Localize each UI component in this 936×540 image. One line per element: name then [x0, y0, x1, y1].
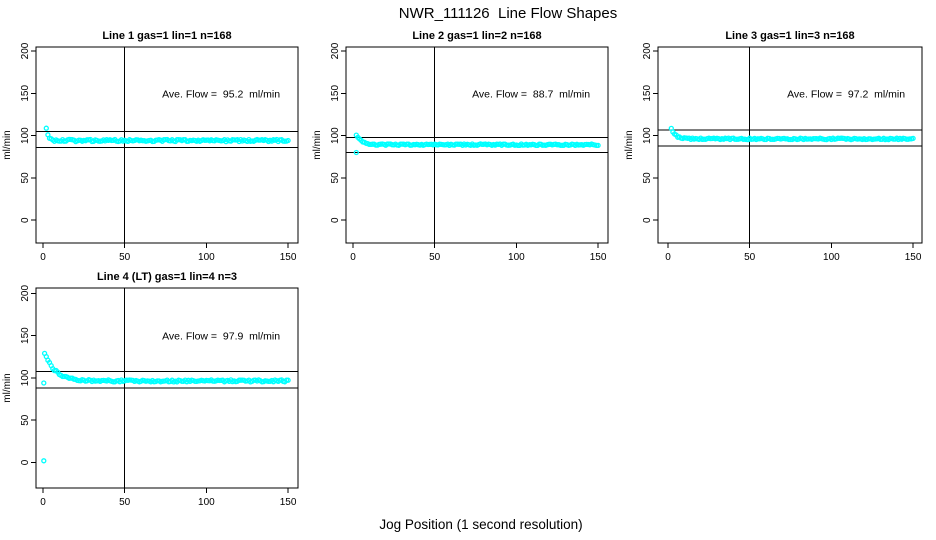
- y-axis-label: ml/min: [624, 130, 635, 159]
- y-axis-label: ml/min: [2, 373, 13, 402]
- panel-title: Line 3 gas=1 lin=3 n=168: [725, 30, 854, 42]
- ave-flow-annotation: Ave. Flow = 97.9 ml/min: [162, 331, 280, 343]
- x-tick-label: 0: [665, 252, 671, 263]
- flow-points: [353, 132, 601, 156]
- y-tick-label: 150: [20, 85, 31, 102]
- panel-axes: [653, 46, 923, 248]
- panel-title: Line 4 (LT) gas=1 lin=4 n=3: [97, 271, 237, 283]
- y-tick-label: 50: [20, 414, 31, 426]
- flow-points: [668, 125, 916, 143]
- x-axis-label: Jog Position (1 second resolution): [379, 517, 583, 532]
- outlier-point: [353, 149, 359, 156]
- x-tick-label: 0: [40, 497, 46, 508]
- x-tick-label: 50: [119, 252, 131, 263]
- y-tick-label: 100: [642, 127, 653, 144]
- y-tick-label: 200: [20, 42, 31, 59]
- ave-flow-annotation: Ave. Flow = 97.2 ml/min: [787, 88, 905, 100]
- y-tick-label: 100: [330, 127, 341, 144]
- y-tick-label: 50: [642, 172, 653, 184]
- y-tick-label: 200: [642, 42, 653, 59]
- flow-points: [41, 350, 291, 464]
- x-tick-label: 100: [823, 252, 840, 263]
- y-tick-label: 150: [20, 327, 31, 344]
- x-tick-label: 0: [350, 252, 356, 263]
- y-tick-label: 50: [20, 172, 31, 184]
- panel-axes: [31, 287, 299, 493]
- panel-4: 0 50 100 150 0 50 100 150 200 ml/min Line 4 (LT) g…: [2, 271, 299, 508]
- y-tick-label: 200: [330, 42, 341, 59]
- data-point: [910, 135, 916, 142]
- y-axis-label: ml/min: [312, 130, 323, 159]
- y-tick-label: 200: [20, 285, 31, 302]
- flow-points: [43, 125, 291, 145]
- x-tick-label: 100: [198, 252, 215, 263]
- y-tick-label: 100: [20, 127, 31, 144]
- data-point: [285, 137, 291, 144]
- y-tick-label: 100: [20, 369, 31, 386]
- panel-1: 0 50 100 150 0 50 100 150 200 ml/min Line 1 gas=1 …: [2, 30, 299, 263]
- y-tick-label: 50: [330, 172, 341, 184]
- outlier-point: [41, 458, 47, 464]
- chart-main-title: NWR_111126 Line Flow Shapes: [398, 5, 618, 22]
- panel-title: Line 2 gas=1 lin=2 n=168: [412, 30, 541, 42]
- data-point: [595, 142, 601, 149]
- y-tick-label: 0: [20, 459, 31, 465]
- x-tick-label: 50: [119, 497, 131, 508]
- panel-axes: [31, 46, 299, 248]
- panel-title: Line 1 gas=1 lin=1 n=168: [102, 30, 231, 42]
- y-tick-label: 0: [642, 217, 653, 223]
- x-tick-label: 100: [198, 497, 215, 508]
- plot-box: [35, 46, 299, 244]
- x-tick-label: 150: [905, 252, 922, 263]
- x-tick-label: 50: [429, 252, 441, 263]
- ave-flow-annotation: Ave. Flow = 88.7 ml/min: [472, 88, 590, 100]
- x-tick-label: 150: [280, 497, 297, 508]
- y-tick-label: 150: [642, 85, 653, 102]
- x-tick-label: 150: [280, 252, 297, 263]
- x-tick-label: 50: [744, 252, 756, 263]
- data-point: [285, 377, 291, 383]
- x-tick-label: 0: [40, 252, 46, 263]
- plot-box: [657, 46, 923, 244]
- y-tick-label: 150: [330, 85, 341, 102]
- x-tick-label: 150: [590, 252, 607, 263]
- panel-2: 0 50 100 150 0 50 100 150 200 ml/min Line 2 gas=1 …: [312, 30, 609, 263]
- data-point: [43, 125, 49, 131]
- y-tick-label: 0: [330, 217, 341, 223]
- y-tick-label: 0: [20, 217, 31, 223]
- panel-3: 0 50 100 150 0 50 100 150 200 ml/min Line 3 gas=1 …: [624, 30, 923, 263]
- outlier-point: [41, 380, 47, 386]
- ave-flow-annotation: Ave. Flow = 95.2 ml/min: [162, 88, 280, 100]
- x-tick-label: 100: [508, 252, 525, 263]
- y-axis-label: ml/min: [2, 130, 13, 159]
- plot-box: [345, 46, 609, 244]
